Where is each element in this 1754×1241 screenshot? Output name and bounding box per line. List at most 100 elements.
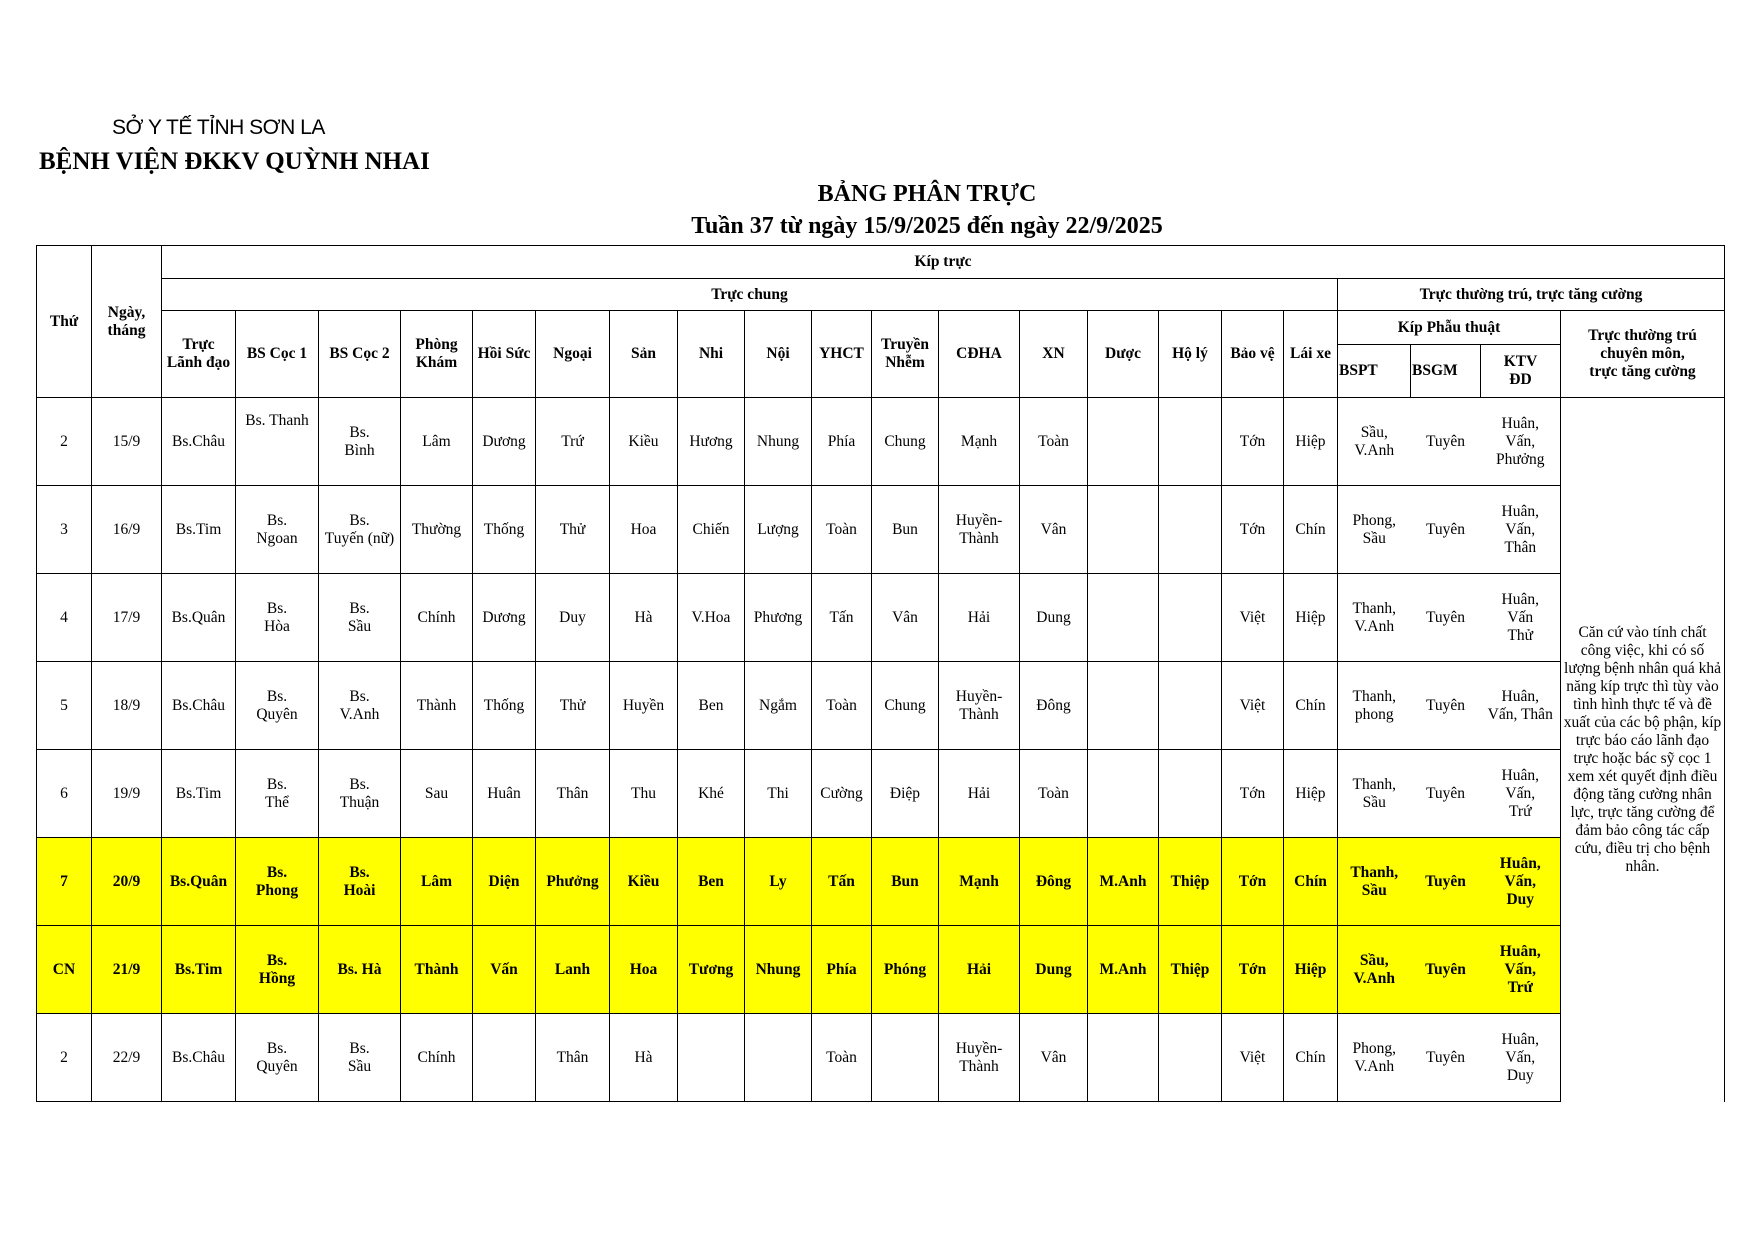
table-cell: Bs. Hà — [318, 925, 401, 1014]
table-cell: Bun — [871, 837, 939, 926]
table-cell: Tuyên — [1410, 925, 1481, 1014]
table-cell: Mạnh — [938, 397, 1020, 486]
table-cell: Thiệp — [1158, 837, 1222, 926]
table-cell: Huyền- Thành — [938, 485, 1020, 574]
table-cell: Dương — [472, 573, 536, 662]
table-cell: Chung — [871, 661, 939, 750]
table-cell: Ly — [744, 837, 812, 926]
table-cell: Thân — [535, 749, 610, 838]
table-cell — [871, 1013, 939, 1102]
header-col-8: Nội — [744, 310, 812, 398]
table-cell: Bs. Sầu — [318, 573, 401, 662]
table-cell: Tớn — [1221, 485, 1284, 574]
table-cell: Kiều — [609, 837, 678, 926]
table-cell: Hiệp — [1283, 573, 1338, 662]
table-cell: Bs. Tuyến (nữ) — [318, 485, 401, 574]
duty-roster-table: Thứ Ngày, tháng Kíp trực Trực chung Trực… — [36, 245, 1725, 1102]
table-cell: Huân, Vấn, Trứ — [1480, 925, 1561, 1014]
header-col-6: Sản — [609, 310, 678, 398]
table-cell: Tấn — [811, 837, 872, 926]
table-cell: 6 — [36, 749, 92, 838]
table-cell: Ben — [677, 661, 745, 750]
table-cell: Hương — [677, 397, 745, 486]
table-cell: Toàn — [811, 1013, 872, 1102]
table-cell: Dung — [1019, 573, 1088, 662]
table-cell: 3 — [36, 485, 92, 574]
table-cell: Điệp — [871, 749, 939, 838]
table-cell: Thống — [472, 661, 536, 750]
table-cell: Phong, Sầu — [1337, 485, 1411, 574]
header-kip-phau-thuat: Kíp Phẫu thuật — [1337, 310, 1561, 345]
table-cell: Bs. Bình — [318, 397, 401, 486]
table-cell: Lâm — [400, 837, 473, 926]
table-cell: Thiệp — [1158, 925, 1222, 1014]
table-cell: Lượng — [744, 485, 812, 574]
table-row: 4 17/9 Bs.Quân Bs. Hòa Bs. Sầu Chính Dương Duy H… — [36, 573, 1725, 662]
table-cell: 4 — [36, 573, 92, 662]
table-cell: Trứ — [535, 397, 610, 486]
table-cell: Việt — [1221, 1013, 1284, 1102]
table-cell: Mạnh — [938, 837, 1020, 926]
table-cell: Đông — [1019, 837, 1088, 926]
table-cell: Vấn — [472, 925, 536, 1014]
table-cell: Chính — [400, 1013, 473, 1102]
table-cell: 17/9 — [91, 573, 162, 662]
table-row: CN 21/9 Bs.Tim Bs. Hồng Bs. Hà Thành Vấn Lanh Ho… — [36, 925, 1725, 1014]
table-cell — [1158, 573, 1222, 662]
header-col-9: YHCT — [811, 310, 872, 398]
table-cell: Bs.Quân — [161, 573, 236, 662]
table-cell: Phương — [744, 573, 812, 662]
header-col-15: Bảo vệ — [1221, 310, 1284, 398]
header-col-14: Hộ lý — [1158, 310, 1222, 398]
table-cell: Hiệp — [1283, 925, 1338, 1014]
table-cell: Huyền — [609, 661, 678, 750]
table-cell: 5 — [36, 661, 92, 750]
table-cell: Huân, Vấn, Phưởng — [1480, 397, 1561, 486]
table-cell: Thống — [472, 485, 536, 574]
table-cell: Hiệp — [1283, 397, 1338, 486]
document-subtitle: Tuần 37 từ ngày 15/9/2025 đến ngày 22/9/… — [691, 213, 1163, 239]
table-cell: Chính — [400, 573, 473, 662]
table-cell: Hải — [938, 749, 1020, 838]
table-cell: 22/9 — [91, 1013, 162, 1102]
table-cell: Bs.Châu — [161, 397, 236, 486]
table-cell: Thử — [535, 485, 610, 574]
table-cell: Vân — [871, 573, 939, 662]
table-cell: Nhung — [744, 397, 812, 486]
note-cell: Căn cứ vào tính chất công việc, khi có s… — [1560, 397, 1725, 1102]
table-cell: Sau — [400, 749, 473, 838]
header-truc-thuong-tru: Trực thường trú, trực tăng cường — [1337, 278, 1725, 311]
table-cell: Tuyên — [1410, 837, 1481, 926]
table-cell: Huân — [472, 749, 536, 838]
table-cell: Bs.Tim — [161, 749, 236, 838]
table-cell: Bs. Phong — [235, 837, 319, 926]
table-cell: Kiều — [609, 397, 678, 486]
table-cell: Hà — [609, 573, 678, 662]
table-cell: Thân — [535, 1013, 610, 1102]
table-cell: Bs. Ngoan — [235, 485, 319, 574]
header-col-3: Phòng Khám — [400, 310, 473, 398]
table-cell: 21/9 — [91, 925, 162, 1014]
table-cell: Tớn — [1221, 397, 1284, 486]
table-cell: Hà — [609, 1013, 678, 1102]
table-cell: Sầu, V.Anh — [1337, 397, 1411, 486]
table-cell: Bs. V.Anh — [318, 661, 401, 750]
table-cell: Diện — [472, 837, 536, 926]
table-cell: Hoa — [609, 925, 678, 1014]
table-cell: Bs. Thanh — [235, 397, 319, 486]
table-cell: Chiến — [677, 485, 745, 574]
table-cell: Toàn — [811, 485, 872, 574]
table-cell: Huân, Vấn, Thân — [1480, 485, 1561, 574]
table-row: 2 22/9 Bs.Châu Bs. Quyên Bs. Sầu Chính Thân Hà T… — [36, 1013, 1725, 1102]
table-cell: Bs.Châu — [161, 661, 236, 750]
table-cell: Vân — [1019, 1013, 1088, 1102]
table-cell: 19/9 — [91, 749, 162, 838]
table-cell: Bs. Sầu — [318, 1013, 401, 1102]
table-cell: Thanh, Sầu — [1337, 749, 1411, 838]
table-cell: 15/9 — [91, 397, 162, 486]
table-cell: Toàn — [1019, 397, 1088, 486]
table-cell: Bs.Quân — [161, 837, 236, 926]
table-cell: Bs.Châu — [161, 1013, 236, 1102]
table-cell: Thu — [609, 749, 678, 838]
table-cell: Ngắm — [744, 661, 812, 750]
